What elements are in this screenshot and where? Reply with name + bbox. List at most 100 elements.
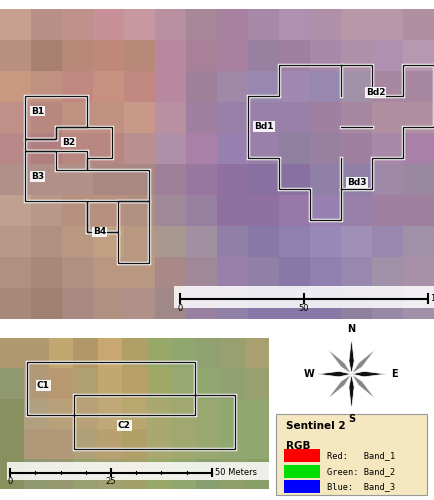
Text: B2: B2	[62, 138, 75, 146]
Bar	[245, 338, 269, 368]
Text: C1: C1	[37, 380, 50, 390]
Bar	[62, 288, 93, 319]
Bar	[372, 226, 403, 257]
Text: Bd1: Bd1	[254, 122, 274, 131]
Bar	[196, 338, 220, 368]
Bar	[279, 8, 310, 40]
Bar	[155, 40, 186, 70]
Bar	[0, 368, 24, 398]
Bar	[124, 8, 155, 40]
Bar	[93, 194, 124, 226]
Bar	[171, 338, 196, 368]
Bar	[403, 40, 434, 70]
Bar	[186, 8, 217, 40]
Bar	[372, 70, 403, 102]
Bar	[93, 226, 124, 257]
Bar	[155, 132, 186, 164]
Bar	[245, 429, 269, 459]
Bar	[279, 257, 310, 288]
Bar	[7, 462, 302, 480]
Text: Green: Band_2: Green: Band_2	[327, 466, 395, 475]
Bar	[372, 8, 403, 40]
Bar	[49, 398, 73, 429]
Bar	[171, 429, 196, 459]
Bar	[0, 164, 31, 194]
Bar	[124, 40, 155, 70]
Text: 25: 25	[106, 477, 116, 486]
Bar	[0, 8, 31, 40]
Bar	[62, 226, 93, 257]
Bar	[0, 102, 31, 132]
Bar	[372, 288, 403, 319]
Text: Blue:  Band_3: Blue: Band_3	[327, 482, 395, 491]
Bar	[62, 102, 93, 132]
Bar	[0, 429, 24, 459]
Bar	[155, 194, 186, 226]
Bar	[186, 70, 217, 102]
Bar	[220, 459, 245, 490]
Text: Bd2: Bd2	[366, 88, 385, 97]
Text: E: E	[391, 369, 398, 379]
Bar	[341, 288, 372, 319]
Bar	[31, 194, 62, 226]
Bar	[217, 164, 248, 194]
Bar	[279, 164, 310, 194]
Bar	[124, 257, 155, 288]
Bar	[310, 40, 341, 70]
Bar	[62, 164, 93, 194]
Bar	[93, 102, 124, 132]
Bar	[279, 226, 310, 257]
Bar	[93, 288, 124, 319]
Bar	[155, 226, 186, 257]
Bar	[62, 8, 93, 40]
Bar	[93, 8, 124, 40]
Bar	[310, 132, 341, 164]
Bar	[186, 194, 217, 226]
Text: 50: 50	[299, 304, 309, 313]
Bar	[73, 459, 98, 490]
Bar	[248, 70, 279, 102]
Bar	[31, 40, 62, 70]
Text: 100 Meters: 100 Meters	[431, 294, 434, 303]
Bar	[24, 398, 49, 429]
Bar	[310, 164, 341, 194]
Polygon shape	[327, 374, 352, 400]
Polygon shape	[317, 372, 352, 377]
Bar	[217, 194, 248, 226]
Bar	[341, 257, 372, 288]
Bar	[284, 449, 320, 462]
Bar	[310, 257, 341, 288]
Bar	[98, 368, 122, 398]
Bar	[372, 257, 403, 288]
Bar	[122, 429, 147, 459]
Bar	[220, 338, 245, 368]
Bar	[217, 70, 248, 102]
Bar	[31, 102, 62, 132]
Bar	[341, 40, 372, 70]
Bar	[217, 288, 248, 319]
Bar	[155, 288, 186, 319]
Bar	[186, 132, 217, 164]
Bar	[62, 194, 93, 226]
Bar	[62, 257, 93, 288]
Text: Sentinel 2: Sentinel 2	[286, 420, 345, 430]
Bar	[245, 459, 269, 490]
Text: B4: B4	[93, 228, 106, 236]
Bar	[248, 132, 279, 164]
Polygon shape	[352, 348, 376, 374]
Text: 50 Meters: 50 Meters	[215, 468, 257, 477]
Polygon shape	[352, 372, 386, 377]
Bar	[155, 164, 186, 194]
Bar	[279, 40, 310, 70]
Polygon shape	[349, 338, 354, 374]
Bar	[93, 70, 124, 102]
Bar	[0, 459, 24, 490]
Bar	[147, 338, 171, 368]
Bar	[220, 398, 245, 429]
Bar	[248, 40, 279, 70]
Bar	[171, 368, 196, 398]
Bar	[31, 257, 62, 288]
Bar	[155, 257, 186, 288]
Bar	[403, 8, 434, 40]
Text: 0: 0	[7, 477, 13, 486]
